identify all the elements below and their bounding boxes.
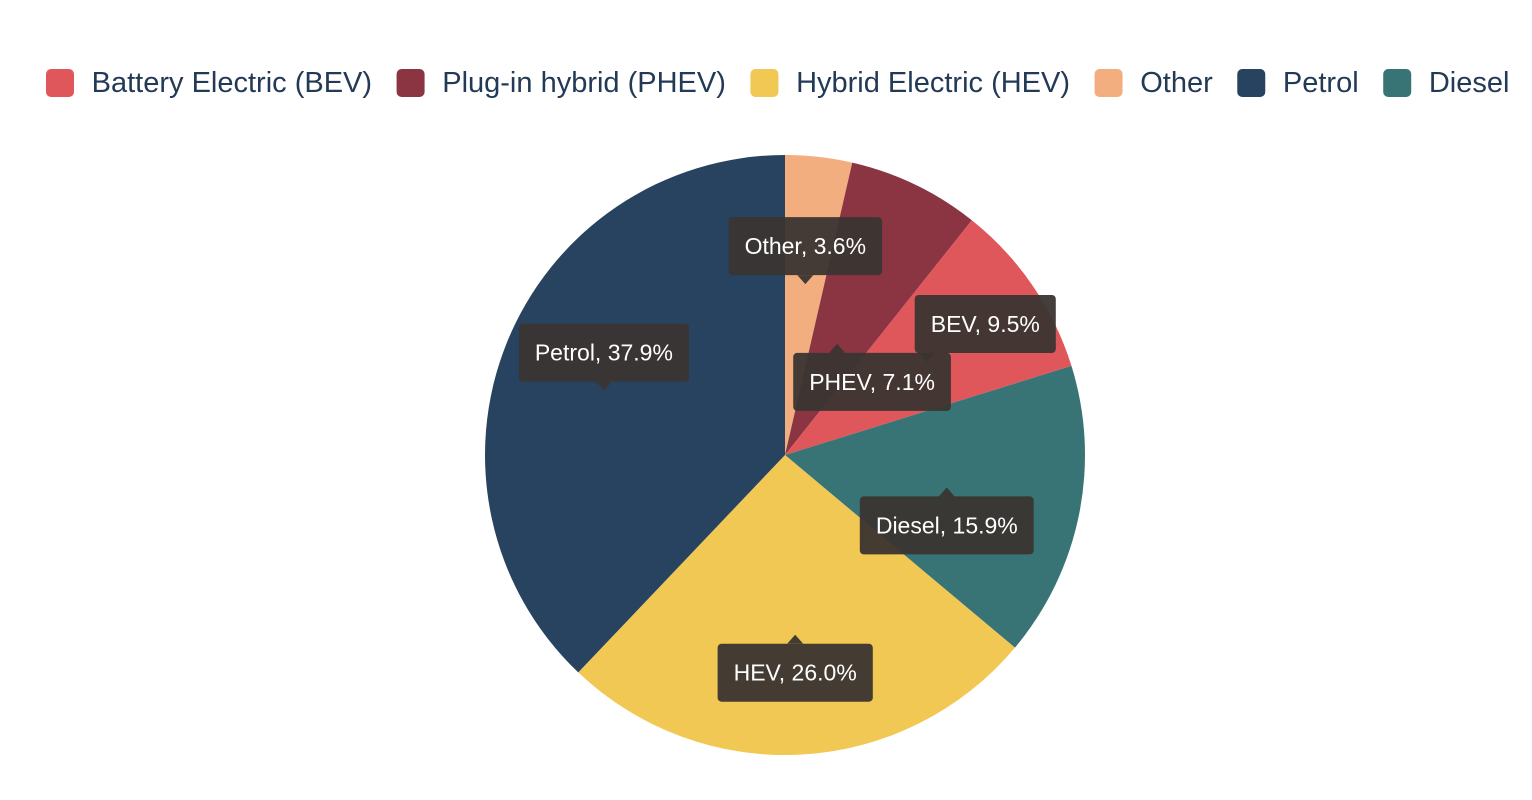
legend-item-other[interactable]: Other [1094, 67, 1214, 99]
data-label-pointer [787, 634, 804, 644]
data-label-text: BEV, 9.5% [931, 311, 1040, 337]
data-label-text: Other, 3.6% [745, 233, 866, 259]
legend-swatch [750, 69, 779, 97]
data-label-other: Other, 3.6% [728, 217, 883, 285]
data-labels: Other, 3.6% PHEV, 7.1% BEV, 9.5% Diesel, 15… [518, 217, 1056, 702]
legend-swatch [1383, 69, 1412, 97]
data-label-hev: HEV, 26.0% [717, 634, 873, 702]
data-label-box [717, 643, 873, 702]
legend-label: Battery Electric (BEV) [92, 67, 372, 99]
legend-item-diesel[interactable]: Diesel [1383, 67, 1509, 99]
data-label-pointer [829, 343, 846, 353]
legend-item-bev[interactable]: Battery Electric (BEV) [46, 67, 372, 99]
legend-label: Diesel [1429, 67, 1510, 99]
data-label-petrol: Petrol, 37.9% [518, 323, 689, 391]
pie-slice-petrol[interactable] [484, 155, 785, 673]
data-label-box [914, 295, 1056, 353]
data-label-text: Petrol, 37.9% [535, 340, 673, 366]
data-label-text: Diesel, 15.9% [876, 512, 1018, 538]
data-label-text: PHEV, 7.1% [809, 369, 935, 395]
legend-item-hev[interactable]: Hybrid Electric (HEV) [750, 67, 1070, 99]
data-label-pointer [797, 275, 814, 285]
data-label-box [728, 217, 883, 276]
data-label-text: HEV, 26.0% [734, 660, 857, 686]
legend-label: Other [1140, 67, 1213, 99]
data-label-pointer [938, 487, 955, 497]
data-label-box [859, 496, 1034, 555]
data-label-diesel: Diesel, 15.9% [859, 487, 1034, 555]
legend-swatch [396, 69, 425, 97]
data-label-box [518, 323, 689, 382]
legend-label: Plug-in hybrid (PHEV) [442, 67, 726, 99]
data-label-box [793, 352, 951, 411]
data-label-pointer [595, 381, 612, 391]
legend-label: Hybrid Electric (HEV) [796, 67, 1070, 99]
legend-swatch [1094, 69, 1123, 97]
legend-swatch [46, 69, 74, 97]
data-label-pointer [918, 353, 935, 363]
legend-item-phev[interactable]: Plug-in hybrid (PHEV) [396, 67, 726, 99]
legend: Battery Electric (BEV) Plug-in hybrid (PH… [46, 67, 1509, 99]
legend-item-petrol[interactable]: Petrol [1237, 67, 1359, 99]
pie-slice-hev[interactable] [578, 455, 1015, 756]
legend-label: Petrol [1283, 67, 1359, 99]
legend-swatch [1237, 69, 1266, 97]
data-label-bev: BEV, 9.5% [914, 295, 1056, 363]
data-label-phev: PHEV, 7.1% [793, 343, 951, 411]
